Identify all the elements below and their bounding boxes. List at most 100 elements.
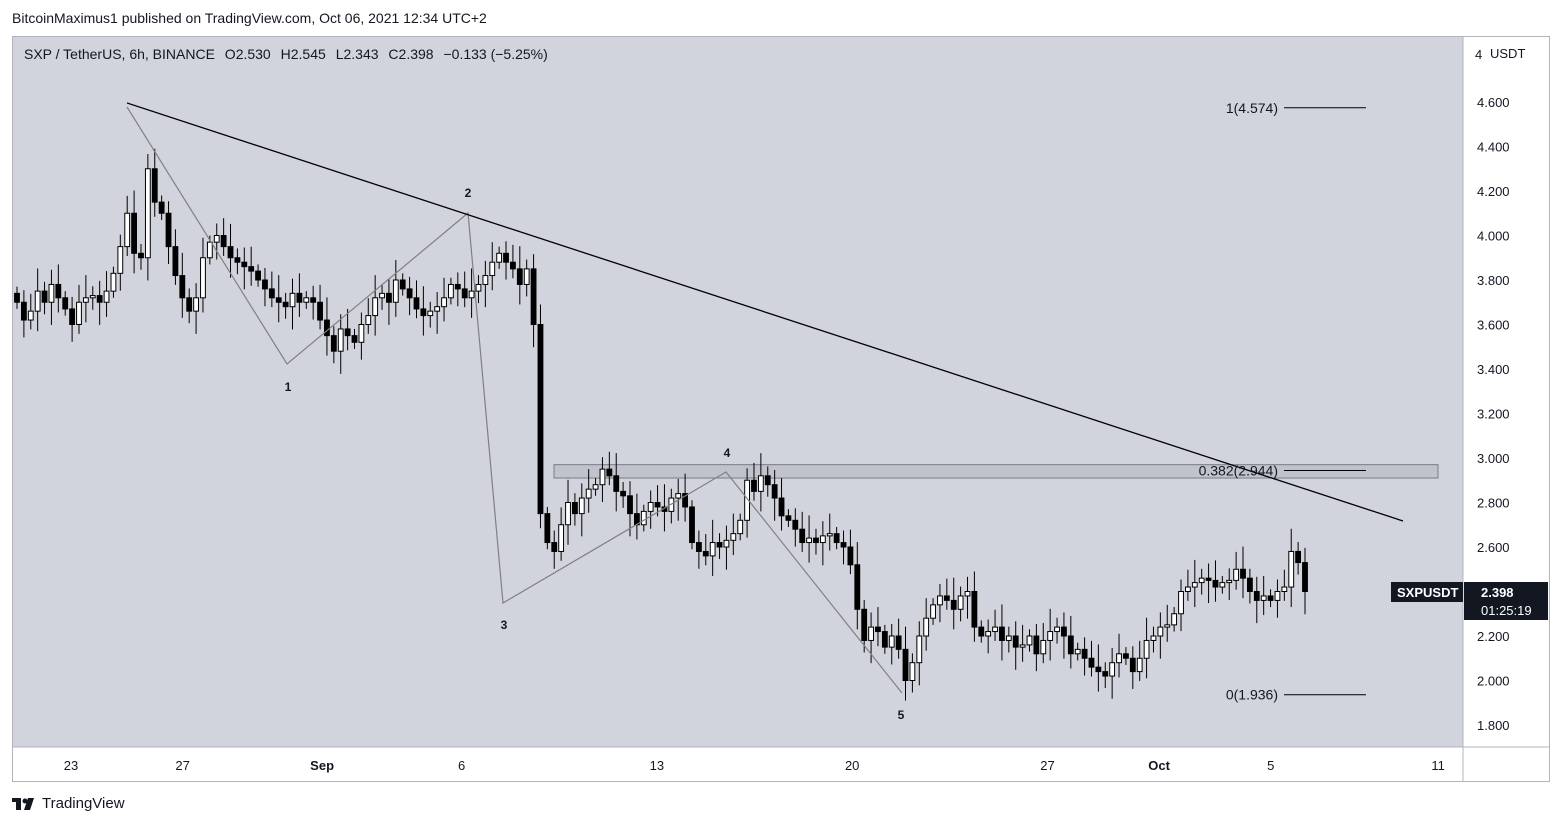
wave-label: 3 bbox=[501, 618, 508, 632]
candle-body bbox=[434, 306, 441, 312]
candle-body bbox=[799, 528, 806, 544]
candle-body bbox=[1040, 639, 1047, 655]
candle-body bbox=[923, 617, 930, 637]
candle-body bbox=[833, 533, 840, 544]
candle-body bbox=[826, 533, 833, 537]
high-label: H bbox=[281, 46, 291, 62]
candle-body bbox=[96, 295, 103, 303]
candle-body bbox=[689, 506, 695, 544]
candle-body bbox=[200, 257, 206, 299]
wave-label: 2 bbox=[465, 186, 472, 200]
candle-body bbox=[344, 328, 351, 337]
candle-body bbox=[89, 295, 96, 299]
candle-body bbox=[744, 479, 751, 521]
candle-body bbox=[20, 301, 27, 321]
candle-body bbox=[14, 292, 20, 303]
candle-body bbox=[978, 626, 985, 637]
candle-body bbox=[399, 279, 406, 290]
candle-body bbox=[1005, 635, 1012, 641]
candle-body bbox=[640, 510, 647, 526]
candle-body bbox=[372, 297, 379, 317]
fib-level-label: 0(1.936) bbox=[1226, 687, 1278, 703]
time-tick-label: Sep bbox=[310, 758, 334, 773]
candle-body bbox=[530, 268, 537, 325]
price-axis-unit: USDT bbox=[1490, 46, 1525, 61]
wave-label: 5 bbox=[898, 708, 905, 722]
candle-body bbox=[1281, 586, 1288, 592]
candle-body bbox=[193, 297, 199, 312]
candle-body bbox=[916, 635, 923, 664]
candle-body bbox=[117, 246, 124, 274]
candle-body bbox=[213, 235, 220, 243]
candle-body bbox=[1226, 579, 1233, 584]
footer-brand[interactable]: TradingView bbox=[12, 795, 125, 812]
candle-body bbox=[461, 288, 468, 299]
resistance-zone bbox=[553, 464, 1439, 479]
candle-body bbox=[1253, 591, 1260, 601]
candle-body bbox=[1136, 657, 1143, 673]
candle-body bbox=[840, 542, 847, 548]
candle-body bbox=[475, 283, 482, 292]
candle-body bbox=[1288, 550, 1295, 588]
candle-body bbox=[282, 301, 289, 308]
candle-body bbox=[909, 662, 916, 682]
candle-body bbox=[248, 266, 255, 272]
symbol-tag-bg bbox=[1391, 582, 1463, 602]
candle-body bbox=[654, 502, 661, 508]
candle-body bbox=[751, 479, 757, 492]
candle-body bbox=[819, 535, 826, 544]
candle-body bbox=[1191, 582, 1198, 588]
price-tick-label: 4.400 bbox=[1477, 140, 1510, 155]
candle-body bbox=[1260, 595, 1267, 601]
candle-body bbox=[138, 252, 144, 259]
candle-body bbox=[551, 542, 558, 552]
candle-body bbox=[1088, 657, 1095, 668]
candle-body bbox=[888, 635, 895, 648]
candle-body bbox=[613, 475, 620, 492]
low-value: 2.343 bbox=[343, 46, 378, 62]
candle-body bbox=[875, 626, 881, 633]
candle-body bbox=[144, 168, 151, 259]
candle-body bbox=[358, 324, 365, 343]
candle-body bbox=[413, 297, 420, 310]
candle-body bbox=[675, 493, 682, 499]
price-axis-area[interactable] bbox=[1463, 37, 1549, 747]
candle-body bbox=[806, 537, 812, 544]
candle-body bbox=[48, 283, 55, 303]
price-tick-label: 1.800 bbox=[1477, 718, 1510, 733]
candle-body bbox=[1123, 653, 1129, 659]
candle-body bbox=[55, 283, 62, 299]
change-value: −0.133 (−5.25%) bbox=[443, 46, 547, 62]
low-label: L bbox=[336, 46, 344, 62]
candle-body bbox=[1102, 671, 1109, 677]
candle-body bbox=[496, 252, 503, 263]
candle-body bbox=[1067, 635, 1074, 655]
candle-body bbox=[606, 468, 613, 477]
candle-body bbox=[296, 292, 303, 303]
price-tag-bg bbox=[1464, 582, 1548, 620]
time-tick-label: 20 bbox=[845, 758, 859, 773]
price-tick-label: 3.600 bbox=[1477, 318, 1510, 333]
candle-body bbox=[523, 268, 530, 285]
candle-body bbox=[406, 288, 413, 299]
candle-body bbox=[1095, 666, 1102, 673]
candle-body bbox=[1267, 595, 1274, 601]
candle-body bbox=[1143, 639, 1150, 659]
candle-body bbox=[771, 484, 778, 499]
candle-body bbox=[482, 275, 489, 285]
candle-body bbox=[227, 246, 234, 259]
price-tick-label: 3.800 bbox=[1477, 273, 1510, 288]
symbol-tag: SXPUSDT bbox=[1397, 585, 1458, 600]
candle-body bbox=[558, 524, 565, 552]
candle-body bbox=[1171, 613, 1178, 626]
candle-body bbox=[110, 272, 117, 292]
candle-body bbox=[627, 495, 633, 515]
candle-body bbox=[34, 290, 41, 312]
candle-body bbox=[709, 542, 716, 557]
candle-body bbox=[165, 212, 172, 248]
plot-background bbox=[13, 37, 1463, 747]
candle-body bbox=[41, 290, 48, 303]
candle-body bbox=[992, 626, 998, 633]
